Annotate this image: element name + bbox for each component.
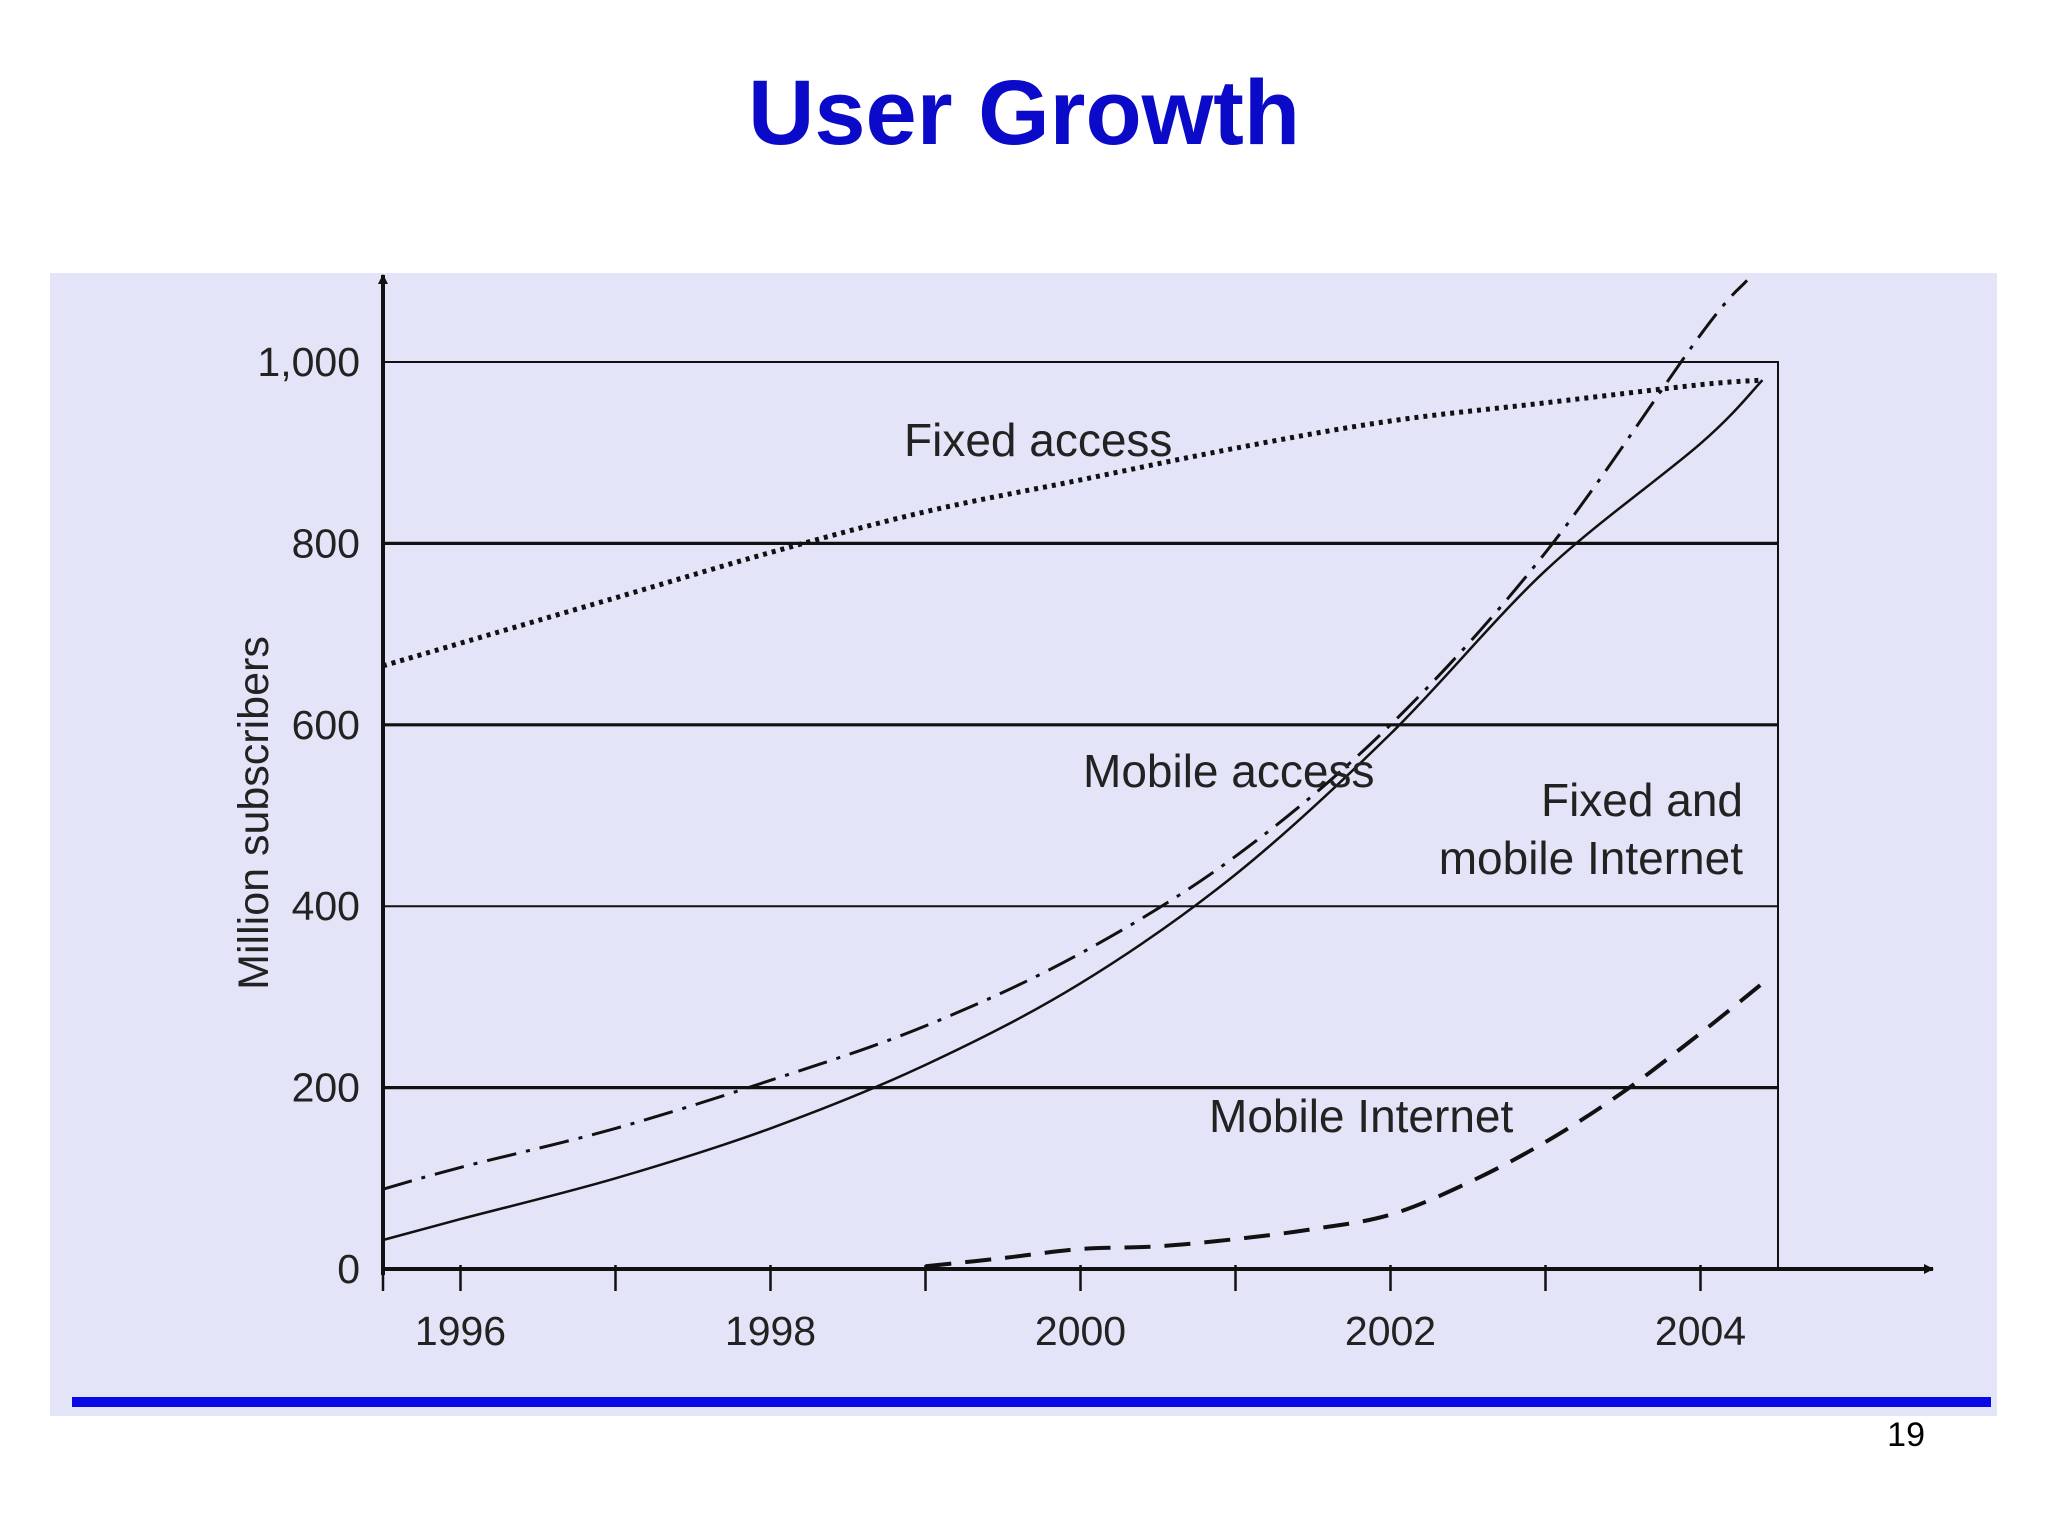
series-label-fixed-access: Fixed access	[904, 414, 1172, 466]
slide-title: User Growth	[747, 62, 1301, 164]
y-axis-label: Million subscribers	[230, 636, 278, 990]
y-tick-label: 200	[292, 1065, 360, 1111]
x-tick-label: 1996	[415, 1308, 506, 1354]
x-tick-label: 2002	[1345, 1308, 1436, 1354]
series-line-mobile-internet	[925, 981, 1764, 1269]
y-tick-label: 0	[337, 1246, 360, 1292]
line-chart: 0 200 400 600 800 1,000 1996 1998 2000 2002 2004 Mi…	[230, 274, 1934, 1354]
y-tick-label: 400	[292, 883, 360, 929]
page-number: 19	[1887, 1416, 1925, 1454]
series-label-mobile-access: Mobile access	[1083, 745, 1374, 797]
y-tick-label: 1,000	[257, 339, 360, 385]
y-tick-label: 800	[292, 520, 360, 566]
series-label-fixed-and-mobile-internet-line2: mobile Internet	[1439, 832, 1743, 884]
series-label-fixed-and-mobile-internet-line1: Fixed and	[1541, 774, 1743, 826]
series-line-fixed-and-mobile-internet	[382, 379, 1764, 1242]
series-label-mobile-internet: Mobile Internet	[1209, 1090, 1513, 1142]
series-line-fixed-access	[382, 377, 1763, 669]
chart-panel: 0 200 400 600 800 1,000 1996 1998 2000 2002 2004 Mi…	[50, 273, 1997, 1416]
y-tick-label: 600	[292, 702, 360, 748]
x-tick-label: 1998	[725, 1308, 816, 1354]
x-tick-label: 2004	[1655, 1308, 1746, 1354]
plot-frame	[383, 361, 1779, 1269]
x-tick-label: 2000	[1035, 1308, 1126, 1354]
series-line-mobile-access	[382, 279, 1749, 1191]
footer-rule	[72, 1397, 1991, 1407]
